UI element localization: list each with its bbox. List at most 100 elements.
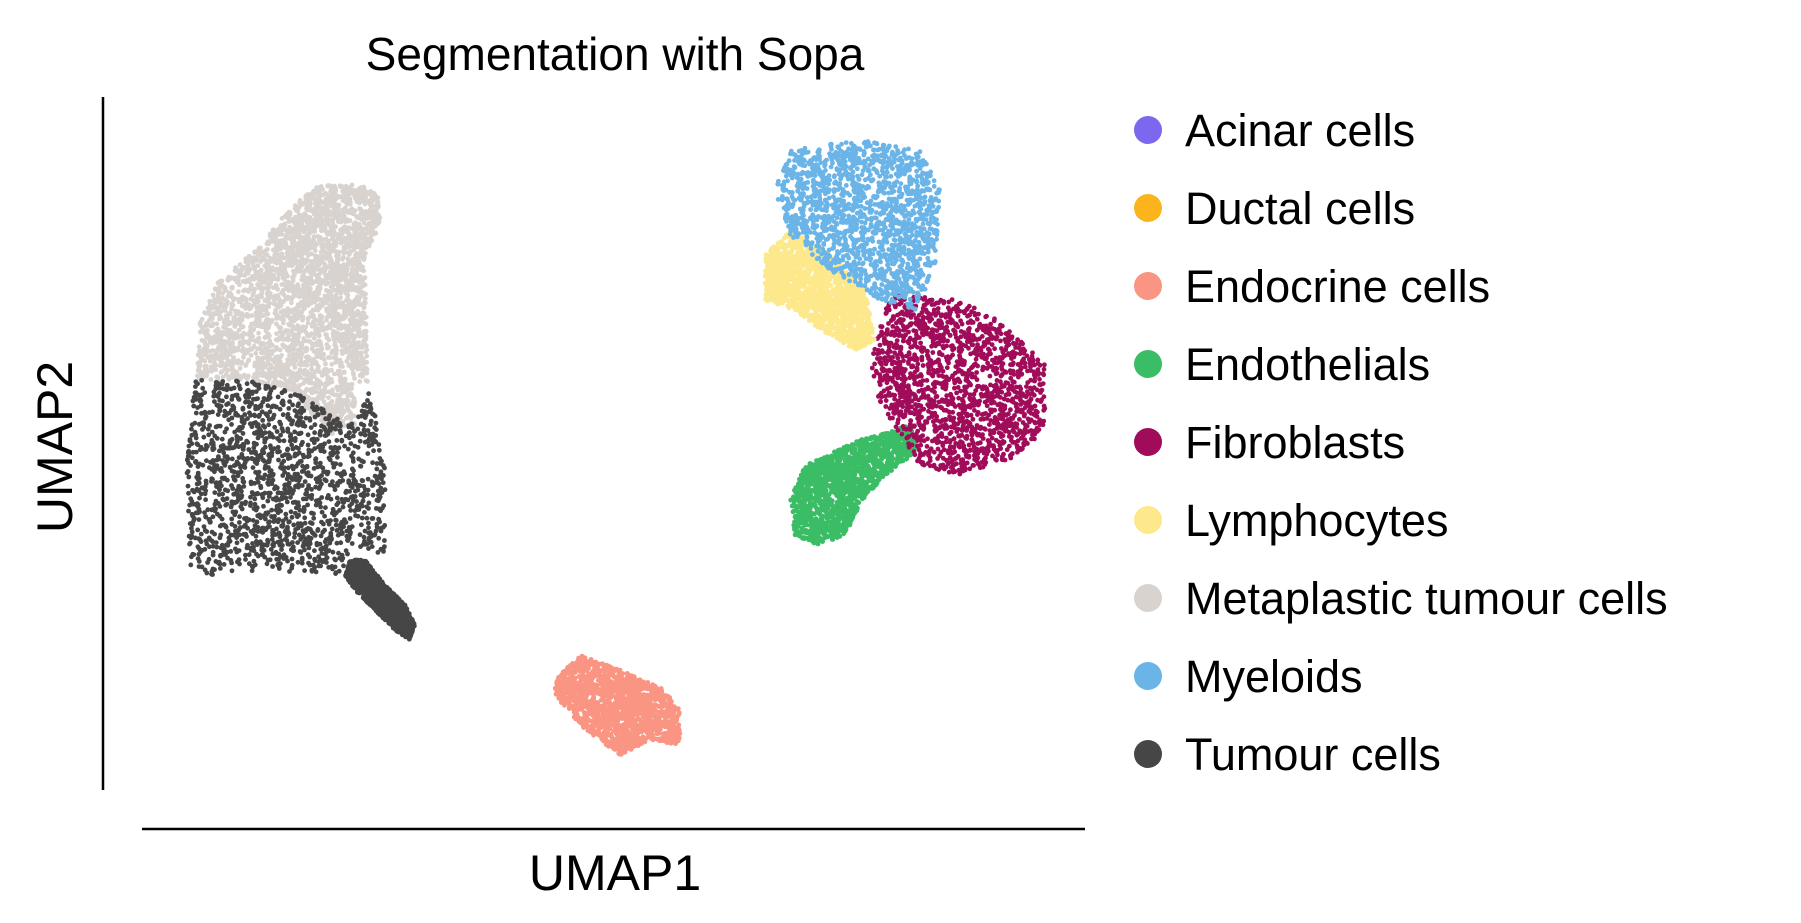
- scatter-point: [340, 256, 345, 262]
- scatter-point: [380, 581, 386, 587]
- scatter-point: [646, 702, 652, 708]
- scatter-point: [670, 709, 676, 715]
- scatter-point: [349, 259, 355, 264]
- scatter-point: [364, 560, 370, 566]
- scatter-point: [303, 224, 309, 230]
- scatter-point: [346, 564, 352, 570]
- scatter-point: [329, 306, 335, 312]
- scatter-point: [618, 712, 624, 718]
- chart-title: Segmentation with Sopa: [366, 28, 865, 80]
- scatter-point: [345, 256, 351, 262]
- scatter-point: [311, 237, 316, 242]
- scatter-point: [313, 215, 318, 221]
- scatter-point: [336, 253, 341, 258]
- scatter-point: [620, 732, 626, 738]
- scatter-point: [601, 683, 607, 688]
- scatter-point: [560, 669, 566, 675]
- scatter-point: [660, 704, 666, 709]
- scatter-point: [348, 342, 354, 348]
- scatter-point: [661, 699, 667, 705]
- scatter-point: [348, 572, 354, 578]
- scatter-point: [336, 206, 341, 212]
- scatter-point: [322, 261, 328, 267]
- scatter-point: [613, 694, 619, 699]
- scatter-point: [357, 379, 363, 384]
- scatter-point: [589, 674, 595, 680]
- scatter-point: [312, 229, 318, 234]
- scatter-point: [357, 280, 363, 285]
- scatter-point: [364, 353, 370, 359]
- scatter-point: [343, 199, 348, 205]
- scatter-point: [323, 191, 329, 197]
- scatter-point: [324, 253, 329, 259]
- scatter-point: [350, 584, 356, 589]
- scatter-point: [363, 576, 368, 582]
- scatter-point: [297, 200, 303, 206]
- scatter-point: [396, 615, 401, 621]
- scatter-point: [358, 267, 364, 273]
- x-axis-label: UMAP1: [529, 845, 701, 901]
- scatter-point: [314, 255, 319, 261]
- scatter-point: [360, 187, 365, 193]
- scatter-point: [368, 215, 374, 221]
- scatter-point: [625, 687, 631, 693]
- scatter-point: [307, 293, 312, 299]
- scatter-point: [357, 294, 362, 300]
- scatter-point: [307, 285, 313, 291]
- scatter-point: [351, 319, 356, 324]
- scatter-point: [347, 239, 352, 245]
- scatter-point: [624, 729, 630, 735]
- scatter-point: [345, 235, 351, 241]
- scatter-point: [357, 225, 362, 231]
- scatter-point: [307, 203, 313, 209]
- scatter-point: [352, 227, 357, 232]
- scatter-point: [324, 218, 329, 224]
- scatter-point: [374, 577, 380, 582]
- scatter-point: [367, 200, 372, 206]
- scatter-point: [317, 211, 323, 217]
- scatter-point: [574, 666, 579, 672]
- scatter-point: [388, 598, 394, 604]
- scatter-point: [614, 705, 619, 710]
- scatter-point: [599, 661, 605, 666]
- scatter-point: [611, 683, 617, 689]
- scatter-point: [366, 191, 372, 196]
- scatter-point: [559, 688, 565, 694]
- scatter-point: [586, 665, 591, 671]
- scatter-point: [320, 302, 325, 308]
- scatter-point: [342, 189, 348, 195]
- scatter-point: [603, 737, 609, 742]
- scatter-point: [361, 250, 367, 256]
- scatter-point: [330, 268, 336, 273]
- scatter-point: [288, 252, 294, 257]
- scatter-point: [656, 704, 661, 709]
- scatter-point: [324, 221, 329, 227]
- scatter-point: [618, 675, 624, 681]
- scatter-point: [383, 587, 389, 593]
- scatter-point: [344, 289, 350, 295]
- scatter-point: [360, 359, 365, 365]
- scatter-point: [343, 573, 348, 578]
- scatter-point: [282, 245, 287, 251]
- scatter-point: [358, 289, 364, 295]
- scatter-point: [591, 659, 597, 665]
- scatter-point: [590, 726, 596, 732]
- scatter-point: [364, 227, 370, 233]
- scatter-point: [296, 261, 302, 267]
- scatter-point: [635, 725, 641, 730]
- scatter-point: [391, 613, 396, 618]
- scatter-point: [296, 204, 302, 210]
- scatter-point: [601, 698, 607, 704]
- scatter-point: [371, 231, 376, 237]
- scatter-point: [658, 726, 663, 732]
- scatter-point: [280, 224, 286, 230]
- scatter-point: [633, 743, 639, 748]
- scatter-point: [629, 726, 635, 731]
- scatter-point: [569, 674, 575, 680]
- scatter-point: [345, 281, 351, 286]
- scatter-point: [329, 236, 335, 242]
- scatter-point: [362, 232, 367, 238]
- scatter-point: [676, 735, 682, 741]
- scatter-point: [297, 227, 302, 233]
- scatter-point: [338, 227, 343, 233]
